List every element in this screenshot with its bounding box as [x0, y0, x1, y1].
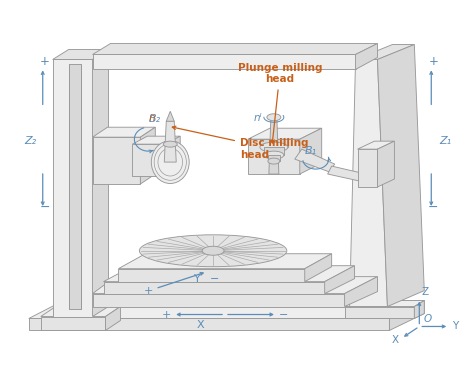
Text: +: + — [144, 286, 153, 296]
Text: −: − — [428, 201, 438, 214]
Text: −: − — [39, 201, 50, 214]
Polygon shape — [92, 49, 109, 317]
Polygon shape — [357, 141, 394, 149]
Polygon shape — [164, 121, 176, 162]
Ellipse shape — [163, 141, 177, 147]
Polygon shape — [92, 55, 356, 69]
Polygon shape — [390, 301, 424, 331]
Ellipse shape — [267, 114, 281, 121]
Polygon shape — [41, 307, 120, 317]
Polygon shape — [260, 139, 288, 147]
Ellipse shape — [139, 235, 287, 267]
Text: Z₂: Z₂ — [25, 136, 37, 146]
Text: X: X — [391, 335, 398, 345]
Polygon shape — [345, 301, 424, 307]
Polygon shape — [103, 266, 355, 282]
Ellipse shape — [264, 151, 284, 159]
Polygon shape — [92, 127, 155, 137]
Polygon shape — [69, 65, 81, 308]
Text: −: − — [210, 274, 219, 284]
Polygon shape — [41, 317, 106, 331]
Text: Plunge milling
head: Plunge milling head — [237, 63, 322, 143]
Polygon shape — [349, 59, 387, 307]
Ellipse shape — [151, 141, 189, 183]
Text: B₂: B₂ — [148, 114, 161, 124]
Text: Z₁: Z₁ — [439, 136, 451, 146]
Polygon shape — [248, 139, 300, 174]
Polygon shape — [305, 254, 332, 282]
Polygon shape — [269, 117, 279, 174]
Polygon shape — [29, 301, 424, 318]
Polygon shape — [345, 307, 414, 318]
Ellipse shape — [202, 246, 224, 255]
Polygon shape — [264, 147, 284, 155]
Polygon shape — [92, 44, 377, 55]
Polygon shape — [295, 149, 335, 172]
Polygon shape — [377, 45, 424, 307]
Polygon shape — [53, 49, 109, 59]
Polygon shape — [29, 318, 390, 331]
Polygon shape — [248, 128, 322, 139]
Polygon shape — [165, 136, 180, 176]
Text: O: O — [423, 314, 431, 324]
Polygon shape — [106, 307, 120, 331]
Polygon shape — [103, 282, 325, 294]
Polygon shape — [328, 166, 362, 181]
Polygon shape — [118, 269, 305, 282]
Text: Y: Y — [194, 274, 201, 284]
Polygon shape — [118, 254, 332, 269]
Polygon shape — [92, 137, 140, 184]
Text: Y: Y — [452, 321, 458, 331]
Polygon shape — [300, 128, 322, 174]
Polygon shape — [325, 266, 355, 294]
Text: +: + — [40, 55, 50, 69]
Polygon shape — [357, 149, 377, 187]
Polygon shape — [356, 45, 414, 59]
Polygon shape — [345, 277, 377, 307]
Polygon shape — [268, 155, 280, 161]
Polygon shape — [132, 144, 165, 176]
Polygon shape — [132, 136, 180, 144]
Text: +: + — [162, 310, 171, 320]
Polygon shape — [356, 44, 377, 69]
Text: n: n — [149, 113, 155, 123]
Polygon shape — [166, 111, 174, 121]
Text: X: X — [196, 321, 204, 331]
Text: B₁: B₁ — [305, 146, 317, 156]
Polygon shape — [140, 127, 155, 184]
Polygon shape — [53, 59, 92, 317]
Polygon shape — [377, 141, 394, 187]
Ellipse shape — [268, 158, 280, 164]
Polygon shape — [92, 294, 345, 307]
Text: nᴵ: nᴵ — [254, 113, 262, 123]
Text: Z: Z — [421, 287, 428, 297]
Text: −: − — [279, 310, 288, 320]
Text: +: + — [428, 55, 438, 69]
Polygon shape — [92, 277, 377, 294]
Polygon shape — [414, 301, 424, 318]
Ellipse shape — [260, 142, 288, 152]
Text: Disc milling
head: Disc milling head — [173, 126, 309, 160]
